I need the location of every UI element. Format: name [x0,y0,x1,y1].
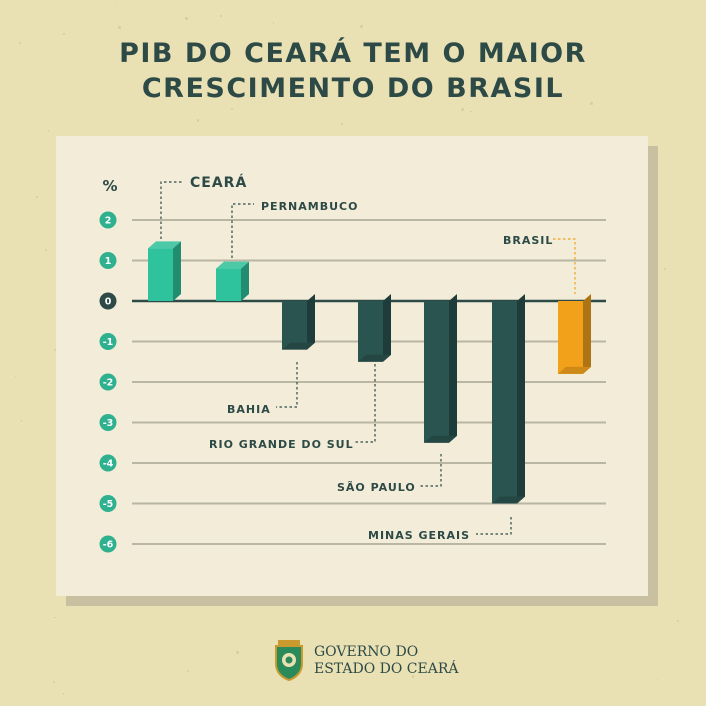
paper-speck [470,110,472,113]
bar [424,301,449,443]
y-tick-label: -4 [103,459,114,470]
y-tick-label: -5 [103,499,114,510]
y-tick-badge [99,414,117,431]
label-leader [231,203,254,258]
page-title: PIB DO CEARÁ TEM O MAIOR CRESCIMENTO DO … [0,36,706,106]
y-tick-badge [99,292,117,310]
bar [148,248,173,301]
y-axis-label: % [102,177,117,195]
bar-bottom [492,496,525,504]
bar [282,301,307,350]
category-label: BRASIL [503,234,553,247]
paper-speck [392,80,395,83]
y-tick-badge [99,373,117,391]
government-logo: GOVERNO DO ESTADO DO CEARÁ [272,638,572,684]
paper-speck [411,675,415,678]
paper-speck [310,668,313,671]
bar [558,301,583,374]
paper-speck [53,348,56,352]
label-leader [476,517,512,535]
paper-speck [196,119,199,122]
bar-bottom [558,366,591,374]
paper-speck [47,130,50,132]
y-tick-badge [99,211,117,229]
y-tick-label: 2 [105,216,112,227]
bar [358,301,383,362]
bar [216,268,241,301]
y-tick-badge [99,535,117,553]
bar-chart: % 2 1 0 -1 -2 -3 -4 -5 -6 CEARÁ PERNAMBUCO BAHIA RIO … [99,174,606,553]
y-tick-label: 0 [105,297,112,308]
paper-speck [44,248,47,251]
bar-bottom [424,435,457,443]
category-label: MINAS GERAIS [368,529,470,542]
paper-speck [52,680,55,683]
paper-speck [185,17,188,20]
paper-speck [231,107,234,110]
chart-panel: % 2 1 0 -1 -2 -3 -4 -5 -6 CEARÁ PERNAMBUCO BAHIA RIO … [56,136,648,596]
y-tick-label: -1 [103,337,114,348]
paper-speck [14,375,16,378]
paper-speck [461,107,465,111]
bar-side [449,294,457,443]
y-tick-badge [99,495,117,512]
label-leader [354,364,376,443]
y-tick-label: -3 [103,418,114,429]
bar [492,301,517,504]
logo-text: GOVERNO DO ESTADO DO CEARÁ [314,644,459,678]
paper-speck [663,267,667,271]
paper-speck [273,22,275,24]
label-leader [553,238,576,294]
paper-speck [20,420,23,422]
title-line-2: CRESCIMENTO DO BRASIL [141,73,565,104]
paper-speck [520,92,522,94]
bar-side [383,294,391,362]
bar-side [307,294,315,350]
y-tick-badge [99,454,117,472]
bar-top [148,241,181,249]
paper-speck [676,620,679,623]
label-leader [276,362,298,408]
bar-side [173,241,181,301]
y-tick-badge [99,333,117,350]
bar-bottom [358,354,391,362]
y-tick-label: 1 [105,256,112,267]
coat-of-arms-icon [275,640,303,682]
paper-speck [36,195,39,198]
paper-speck [360,24,363,28]
category-label: CEARÁ [190,174,247,191]
category-label: PERNAMBUCO [261,200,358,213]
label-leader [160,181,184,239]
paper-speck [62,693,65,696]
bar-side [241,261,249,301]
y-tick-label: -6 [103,540,114,551]
paper-speck [341,123,344,126]
bar-bottom [282,342,315,350]
paper-speck [590,101,593,105]
paper-speck [220,15,223,18]
bar-side [583,294,591,374]
logo-line-2: ESTADO DO CEARÁ [314,661,459,677]
paper-speck [63,33,66,36]
paper-speck [115,0,117,2]
bar-side [517,294,525,504]
paper-speck [236,651,239,654]
category-label: BAHIA [227,403,271,416]
category-label: RIO GRANDE DO SUL [209,438,354,451]
paper-speck [54,616,56,619]
paper-speck [186,669,190,672]
y-tick-badge [99,252,117,269]
title-line-1: PIB DO CEARÁ TEM O MAIOR [119,38,587,69]
y-tick-label: -2 [103,378,114,389]
logo-line-1: GOVERNO DO [314,644,419,660]
paper-speck [657,678,659,680]
paper-speck [19,42,21,45]
paper-speck [147,93,149,95]
label-leader [419,454,442,487]
paper-speck [118,26,121,29]
category-label: SÃO PAULO [337,481,416,494]
bar-top [216,261,249,269]
